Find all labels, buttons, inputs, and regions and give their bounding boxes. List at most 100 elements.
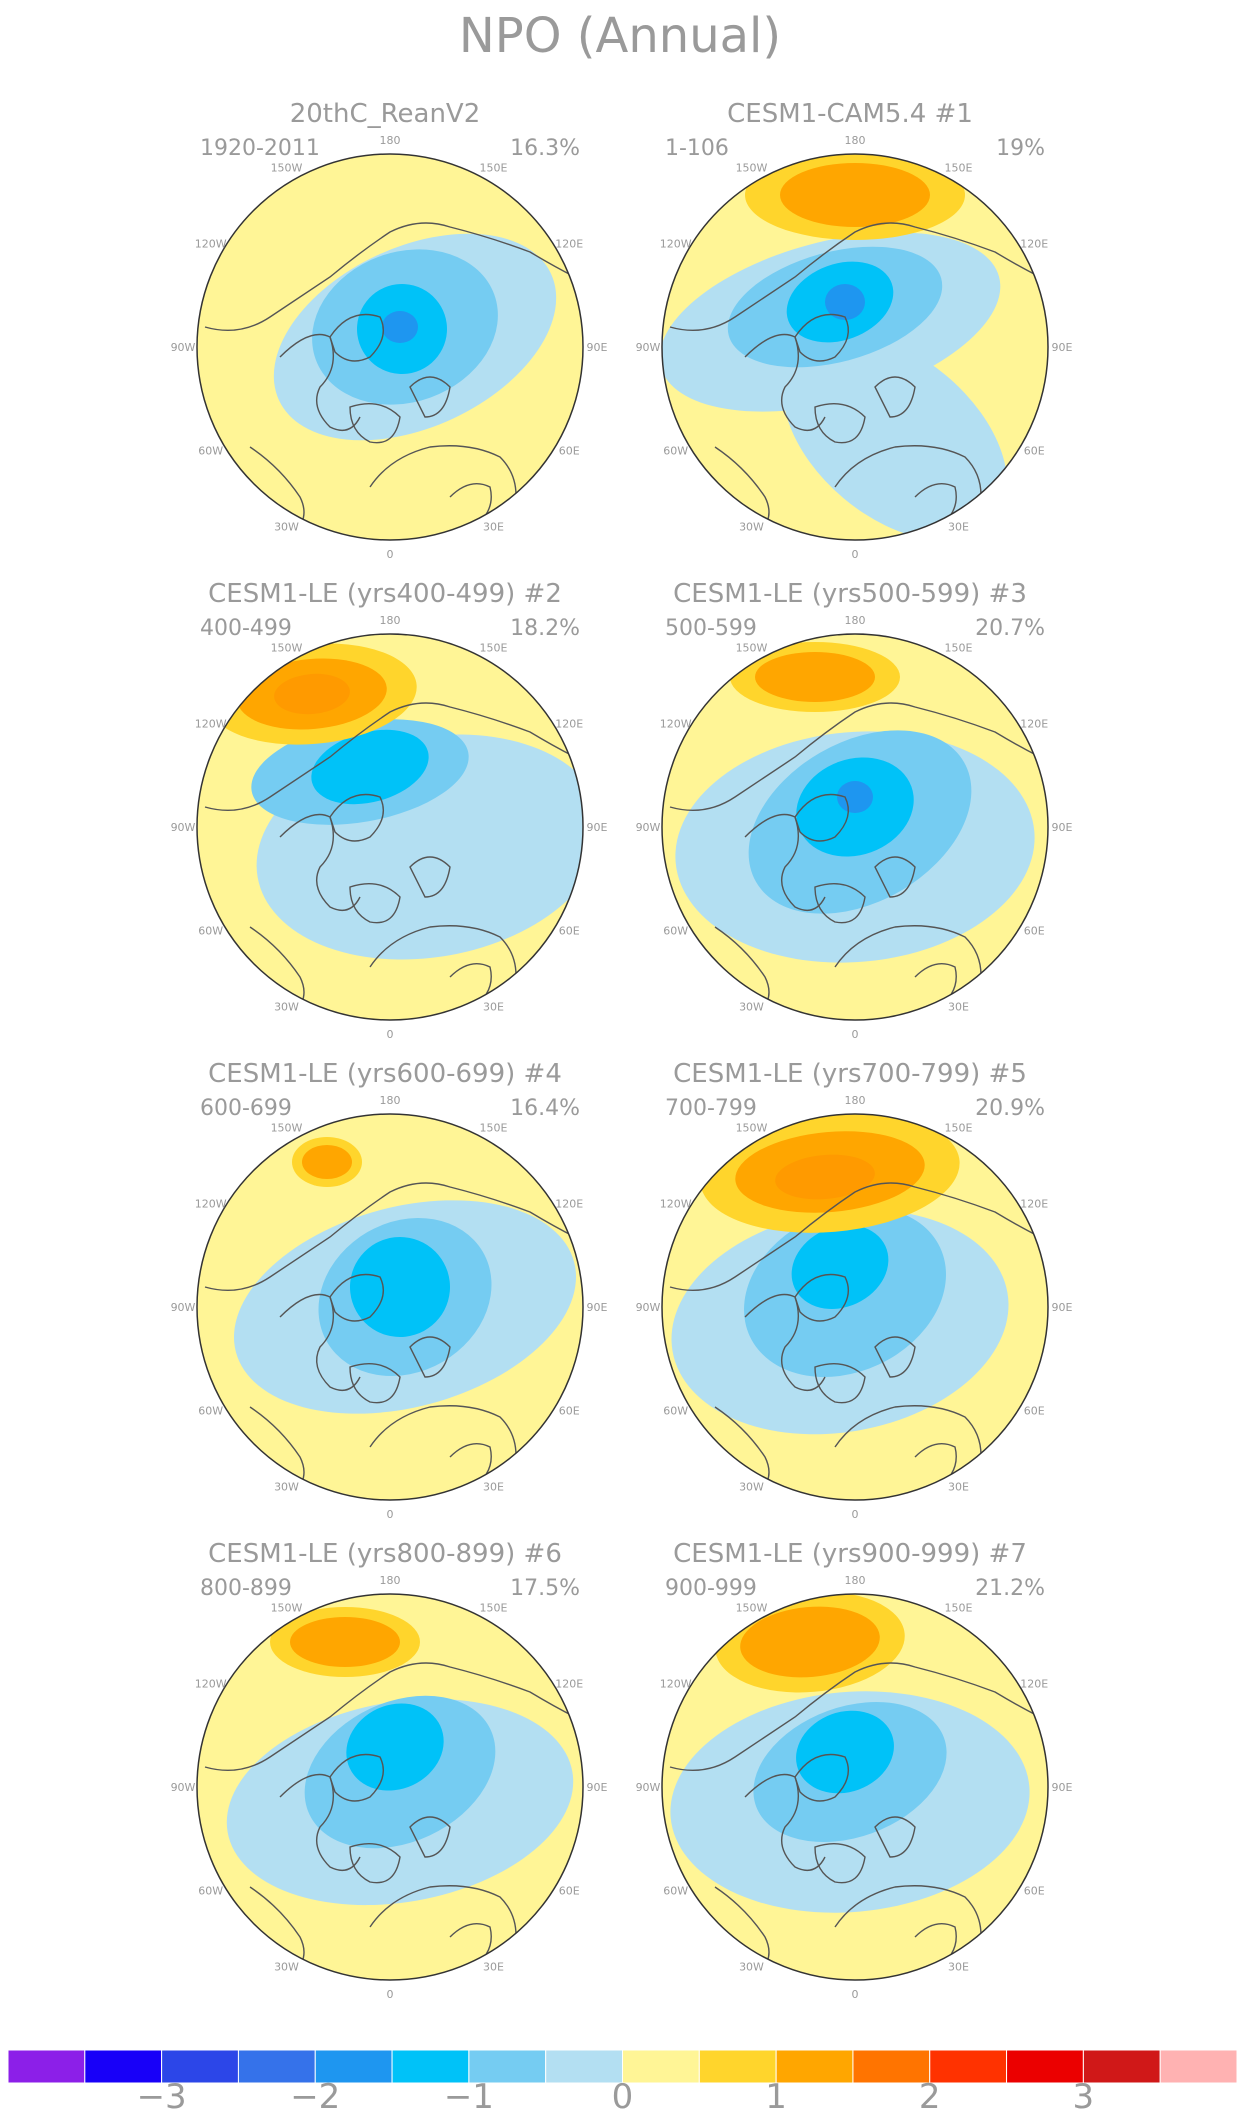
coastline bbox=[794, 1753, 849, 1802]
longitude-label: 90E bbox=[1052, 1301, 1073, 1314]
longitude-label: 90E bbox=[1052, 1781, 1073, 1794]
coastline bbox=[794, 1273, 849, 1322]
panel-variance: 18.2% bbox=[510, 616, 580, 641]
panel-variance: 20.7% bbox=[975, 616, 1045, 641]
panel-title: CESM1-LE (yrs600-699) #4 bbox=[208, 1059, 562, 1089]
longitude-label: 30W bbox=[274, 1000, 299, 1013]
colorbar-tick-label: 3 bbox=[1073, 2077, 1095, 2113]
panel-variance: 19% bbox=[996, 136, 1045, 161]
longitude-label: 90W bbox=[171, 341, 196, 354]
coastline bbox=[814, 1363, 866, 1404]
coastline bbox=[744, 813, 826, 911]
coastline bbox=[409, 1336, 451, 1378]
longitude-label: 180 bbox=[380, 1094, 401, 1107]
longitude-label: 180 bbox=[845, 1574, 866, 1587]
colorbar-swatch bbox=[391, 2049, 470, 2084]
panel-variance: 16.4% bbox=[510, 1096, 580, 1121]
map-panel: CESM1-LE (yrs400-499) #2 400-499 18.2% 180 1… bbox=[171, 579, 608, 1041]
coastline bbox=[279, 813, 361, 911]
coastline bbox=[204, 702, 576, 812]
longitude-label: 150W bbox=[736, 642, 768, 655]
panel-period: 700-799 bbox=[665, 1096, 757, 1121]
longitude-label: 0 bbox=[852, 1988, 859, 2001]
colorbar-swatch bbox=[929, 2049, 1008, 2084]
colorbar-tick-label: 0 bbox=[612, 2077, 634, 2113]
longitude-label: 30E bbox=[948, 1000, 969, 1013]
longitude-label: 60E bbox=[559, 925, 580, 938]
map-panel: CESM1-LE (yrs900-999) #7 900-999 21.2% 180 1… bbox=[636, 1539, 1073, 2001]
map-panel: CESM1-LE (yrs700-799) #5 700-799 20.9% 180 1… bbox=[636, 1059, 1073, 1521]
colorbar-swatch bbox=[1159, 2049, 1238, 2084]
map-rim bbox=[661, 633, 1049, 1021]
negative-anomaly-region bbox=[346, 1703, 444, 1791]
longitude-label: 120E bbox=[555, 238, 583, 251]
longitude-label: 120E bbox=[1020, 1198, 1048, 1211]
colorbar-swatch bbox=[1006, 2049, 1084, 2084]
map-rim bbox=[196, 1593, 584, 1981]
coastline bbox=[914, 483, 957, 523]
negative-anomaly-region bbox=[796, 1710, 894, 1794]
coastline bbox=[834, 925, 982, 988]
longitude-label: 60E bbox=[1024, 925, 1045, 938]
longitude-label: 150W bbox=[736, 1602, 768, 1615]
map-disc bbox=[197, 1114, 583, 1500]
map-rim bbox=[661, 1113, 1049, 1501]
coastline bbox=[329, 1753, 384, 1802]
coastline bbox=[669, 702, 1041, 812]
coastline bbox=[744, 1773, 826, 1871]
longitude-label: 120W bbox=[195, 238, 227, 251]
longitude-label: 180 bbox=[845, 1094, 866, 1107]
longitude-label: 120W bbox=[195, 718, 227, 731]
positive-anomaly-region bbox=[755, 652, 875, 702]
coastline bbox=[449, 963, 492, 1003]
map-panel: CESM1-CAM5.4 #1 1-106 19% 180 150E 120E 90E 60E… bbox=[636, 99, 1073, 561]
longitude-label: 60W bbox=[663, 925, 688, 938]
negative-anomaly-region bbox=[791, 1225, 889, 1309]
coastline bbox=[834, 1405, 982, 1468]
longitude-label: 120E bbox=[555, 718, 583, 731]
coastline bbox=[794, 793, 849, 842]
longitude-label: 30W bbox=[274, 520, 299, 533]
colorbar-tick-label: 1 bbox=[765, 2077, 787, 2113]
map-disc bbox=[662, 634, 1048, 1020]
longitude-label: 30E bbox=[483, 520, 504, 533]
panel-period: 500-599 bbox=[665, 616, 757, 641]
coastline bbox=[349, 403, 401, 444]
longitude-label: 150W bbox=[736, 162, 768, 175]
colorbar-swatch bbox=[468, 2049, 547, 2084]
coastline bbox=[409, 1816, 451, 1858]
colorbar-swatch bbox=[314, 2049, 393, 2084]
coastline bbox=[279, 1773, 361, 1871]
longitude-label: 0 bbox=[852, 1028, 859, 1041]
panel-variance: 21.2% bbox=[975, 1576, 1045, 1601]
panel-title: CESM1-CAM5.4 #1 bbox=[727, 99, 973, 129]
longitude-label: 90E bbox=[587, 1301, 608, 1314]
longitude-label: 30E bbox=[948, 1480, 969, 1493]
longitude-label: 120E bbox=[555, 1198, 583, 1211]
coastline bbox=[794, 313, 849, 362]
panel-variance: 20.9% bbox=[975, 1096, 1045, 1121]
map-disc bbox=[662, 1594, 1048, 1980]
longitude-label: 60E bbox=[559, 445, 580, 458]
longitude-label: 60E bbox=[559, 1885, 580, 1898]
longitude-label: 120E bbox=[1020, 1678, 1048, 1691]
coastline bbox=[369, 1405, 517, 1468]
colorbar-swatch bbox=[775, 2049, 854, 2084]
coastline bbox=[369, 445, 517, 508]
longitude-label: 120W bbox=[660, 238, 692, 251]
coastline bbox=[329, 793, 384, 842]
longitude-label: 90W bbox=[636, 821, 661, 834]
longitude-label: 150E bbox=[480, 162, 508, 175]
panel-variance: 16.3% bbox=[510, 136, 580, 161]
colorbar-swatch bbox=[84, 2049, 163, 2084]
coastline bbox=[814, 883, 866, 924]
negative-anomaly-region bbox=[382, 311, 418, 343]
panel-period: 900-999 bbox=[665, 1576, 757, 1601]
panel-period: 400-499 bbox=[200, 616, 292, 641]
coastline bbox=[914, 1923, 957, 1963]
longitude-label: 0 bbox=[387, 1028, 394, 1041]
longitude-label: 150E bbox=[945, 1122, 973, 1135]
coastline bbox=[409, 376, 451, 418]
coastline bbox=[449, 1923, 492, 1963]
longitude-label: 150W bbox=[271, 642, 303, 655]
